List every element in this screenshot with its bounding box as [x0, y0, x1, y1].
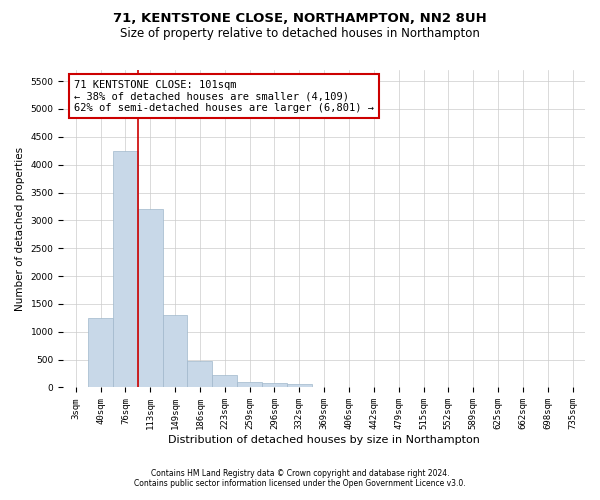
- Bar: [212, 375, 237, 388]
- X-axis label: Distribution of detached houses by size in Northampton: Distribution of detached houses by size …: [168, 435, 480, 445]
- Bar: [113, 151, 138, 388]
- Text: Size of property relative to detached houses in Northampton: Size of property relative to detached ho…: [120, 28, 480, 40]
- Bar: [262, 383, 287, 388]
- Text: 71, KENTSTONE CLOSE, NORTHAMPTON, NN2 8UH: 71, KENTSTONE CLOSE, NORTHAMPTON, NN2 8U…: [113, 12, 487, 26]
- Bar: [287, 384, 312, 388]
- Bar: [138, 209, 163, 388]
- Bar: [88, 318, 113, 388]
- Text: Contains HM Land Registry data © Crown copyright and database right 2024.: Contains HM Land Registry data © Crown c…: [151, 468, 449, 477]
- Text: 71 KENTSTONE CLOSE: 101sqm
← 38% of detached houses are smaller (4,109)
62% of s: 71 KENTSTONE CLOSE: 101sqm ← 38% of deta…: [74, 80, 374, 112]
- Bar: [187, 360, 212, 388]
- Bar: [237, 382, 262, 388]
- Bar: [163, 315, 187, 388]
- Y-axis label: Number of detached properties: Number of detached properties: [15, 146, 25, 311]
- Text: Contains public sector information licensed under the Open Government Licence v3: Contains public sector information licen…: [134, 478, 466, 488]
